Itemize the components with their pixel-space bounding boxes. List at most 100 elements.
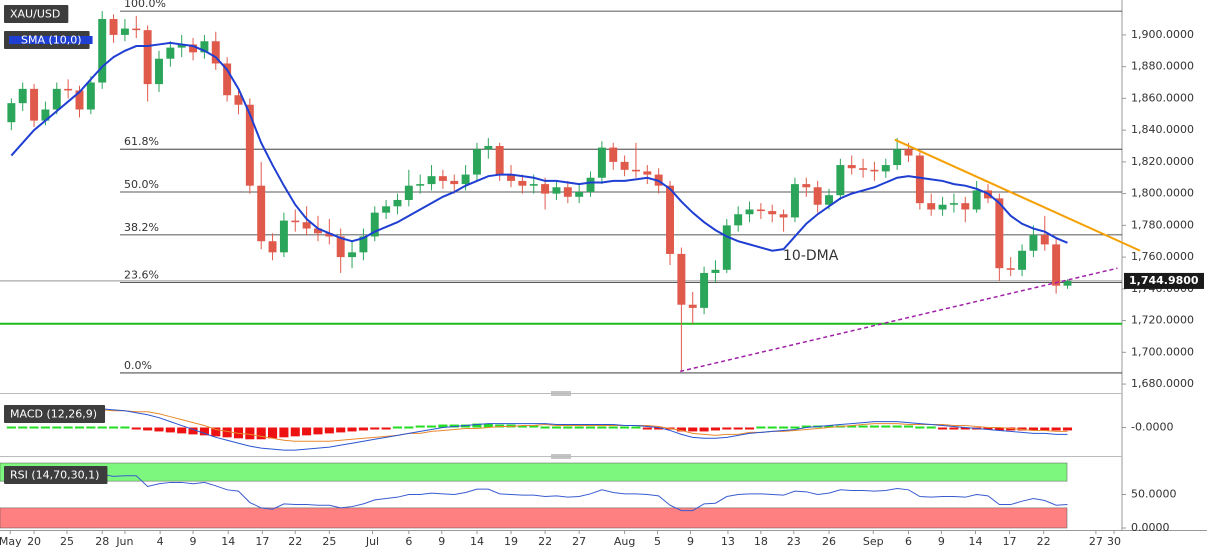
macd-histogram-bar (926, 426, 936, 429)
macd-histogram-bar (313, 427, 323, 435)
macd-histogram-bar (608, 426, 618, 429)
candle-body (472, 149, 481, 175)
candle-body (450, 180, 459, 185)
x-tick-label: 6 (905, 535, 912, 548)
last-price-label: 1,744.9800 (1129, 274, 1199, 287)
candle-body (768, 211, 777, 215)
x-tick-label: 28 (95, 535, 109, 548)
x-tick-label: 14 (221, 535, 235, 548)
legend-label: MACD (12,26,9) (10, 408, 97, 421)
candle-body (393, 199, 402, 207)
macd-histogram-bar (983, 427, 993, 430)
candle-body (904, 149, 913, 156)
legend-label: SMA (10,0) (21, 34, 82, 47)
macd-histogram-bar (824, 425, 834, 428)
candle-body (109, 19, 118, 35)
candle-body (427, 176, 436, 185)
macd-histogram-bar (1040, 427, 1050, 431)
x-tick-label: 14 (969, 535, 983, 548)
macd-histogram-bar (154, 427, 164, 432)
candle-body (529, 184, 538, 186)
macd-histogram-bar (733, 427, 743, 430)
x-tick-label: 30 (1107, 535, 1121, 548)
x-tick-label: Jun (115, 535, 133, 548)
macd-histogram-bar (915, 426, 925, 429)
macd-histogram-bar (438, 424, 448, 428)
x-tick-label: Aug (614, 535, 635, 548)
macd-histogram-bar (347, 427, 357, 432)
macd-histogram-bar (6, 426, 16, 429)
candle-body (893, 149, 902, 166)
macd-histogram-bar (256, 427, 266, 440)
macd-histogram-bar (97, 426, 107, 429)
macd-histogram-bar (563, 426, 573, 429)
candle-body (359, 236, 368, 253)
x-tick-label: 14 (470, 535, 484, 548)
candle-body (859, 168, 868, 170)
candle-body (200, 41, 209, 53)
fib-label: 50.0% (124, 178, 159, 191)
macd-histogram-bar (245, 427, 255, 440)
macd-histogram-bar (688, 427, 698, 432)
x-tick-label: 27 (572, 535, 586, 548)
rsi-line (11, 473, 1068, 512)
macd-histogram-bar (767, 426, 777, 429)
macd-histogram-bar (131, 427, 141, 430)
macd-histogram-bar (381, 427, 391, 430)
candle-body (631, 169, 640, 172)
macd-histogram-bar (165, 427, 175, 433)
candle-body (813, 187, 822, 205)
y-tick-label: 1,720.0000 (1131, 314, 1194, 327)
x-tick-label: 9 (687, 535, 694, 548)
macd-histogram-bar (324, 427, 334, 434)
candle-body (915, 155, 924, 204)
divider-handle[interactable] (551, 391, 571, 459)
macd-histogram-bar (756, 426, 766, 429)
candle-body (563, 187, 572, 197)
macd-histogram-bar (744, 427, 755, 430)
macd-histogram-bar (483, 423, 493, 428)
macd-histogram-bar (392, 426, 403, 429)
macd-histogram-bar (86, 426, 96, 429)
x-tick-label: 9 (438, 535, 445, 548)
candle-body (18, 88, 27, 104)
legend-label: XAU/USD (10, 8, 60, 21)
candle-body (64, 88, 73, 91)
macd-histogram-bar (585, 426, 596, 429)
macd-histogram-bar (938, 427, 948, 430)
candle-body (756, 209, 765, 212)
macd-histogram-bar (597, 426, 607, 429)
macd-line (11, 408, 1068, 451)
x-tick-label: 22 (288, 535, 302, 548)
candle-body (438, 176, 447, 181)
macd-histogram-bar (790, 426, 800, 429)
fib-label: 61.8% (124, 135, 159, 148)
candle-body (279, 220, 288, 253)
macd-histogram-bar (540, 426, 550, 429)
candle-body (404, 185, 413, 200)
candle-body (1006, 268, 1015, 270)
macd-histogram-bar (74, 426, 85, 429)
candle-body (120, 28, 129, 35)
candle-body (1029, 234, 1038, 251)
annotation: 10-DMA (783, 248, 839, 264)
x-tick-label: 9 (938, 535, 945, 548)
candle-body (1063, 280, 1072, 286)
x-tick-label: 17 (1003, 535, 1017, 548)
x-tick-label: May (0, 535, 22, 548)
candle-body (484, 146, 493, 150)
sma-line (10, 41, 1068, 252)
macd-histogram-bar (699, 427, 709, 432)
candle-body (666, 185, 674, 254)
y-tick-label: 0.0000 (1131, 521, 1170, 534)
macd-histogram-bar (710, 427, 720, 431)
y-tick-label: 1,880.0000 (1131, 60, 1194, 73)
candle-body (234, 95, 243, 105)
candle-body (677, 253, 686, 305)
macd-histogram-bar (551, 426, 561, 429)
macd-histogram-bar (40, 426, 50, 429)
x-tick-label: 6 (405, 535, 412, 548)
macd-histogram-bar (358, 427, 368, 431)
macd-histogram-bar (109, 426, 119, 429)
candle-body (518, 180, 527, 186)
